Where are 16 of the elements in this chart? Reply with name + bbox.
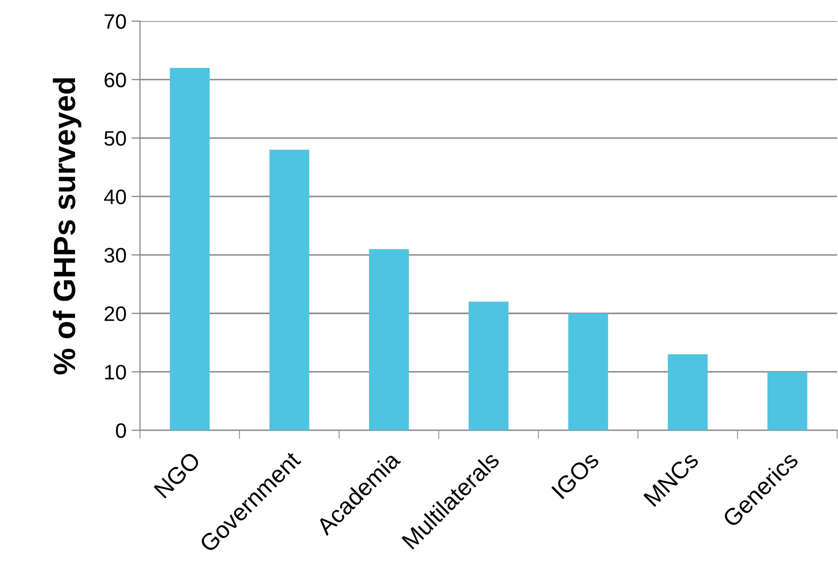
y-tick-label: 60 [104, 72, 126, 88]
y-axis-title: % of GHPs surveyed [52, 78, 82, 374]
y-tick-label: 40 [104, 189, 126, 204]
bar [369, 249, 409, 430]
y-tick-label: 10 [105, 364, 126, 380]
y-tick-label: 50 [104, 131, 126, 146]
y-tick-label: 70 [104, 14, 126, 29]
y-tick-label: 0 [116, 423, 126, 438]
y-tick-label: 20 [104, 306, 126, 322]
bar [767, 372, 808, 430]
bar [269, 150, 310, 430]
bar [568, 313, 608, 430]
bar [668, 354, 708, 430]
bar [468, 302, 508, 430]
y-tick-label: 30 [104, 248, 126, 263]
bar [170, 68, 210, 430]
